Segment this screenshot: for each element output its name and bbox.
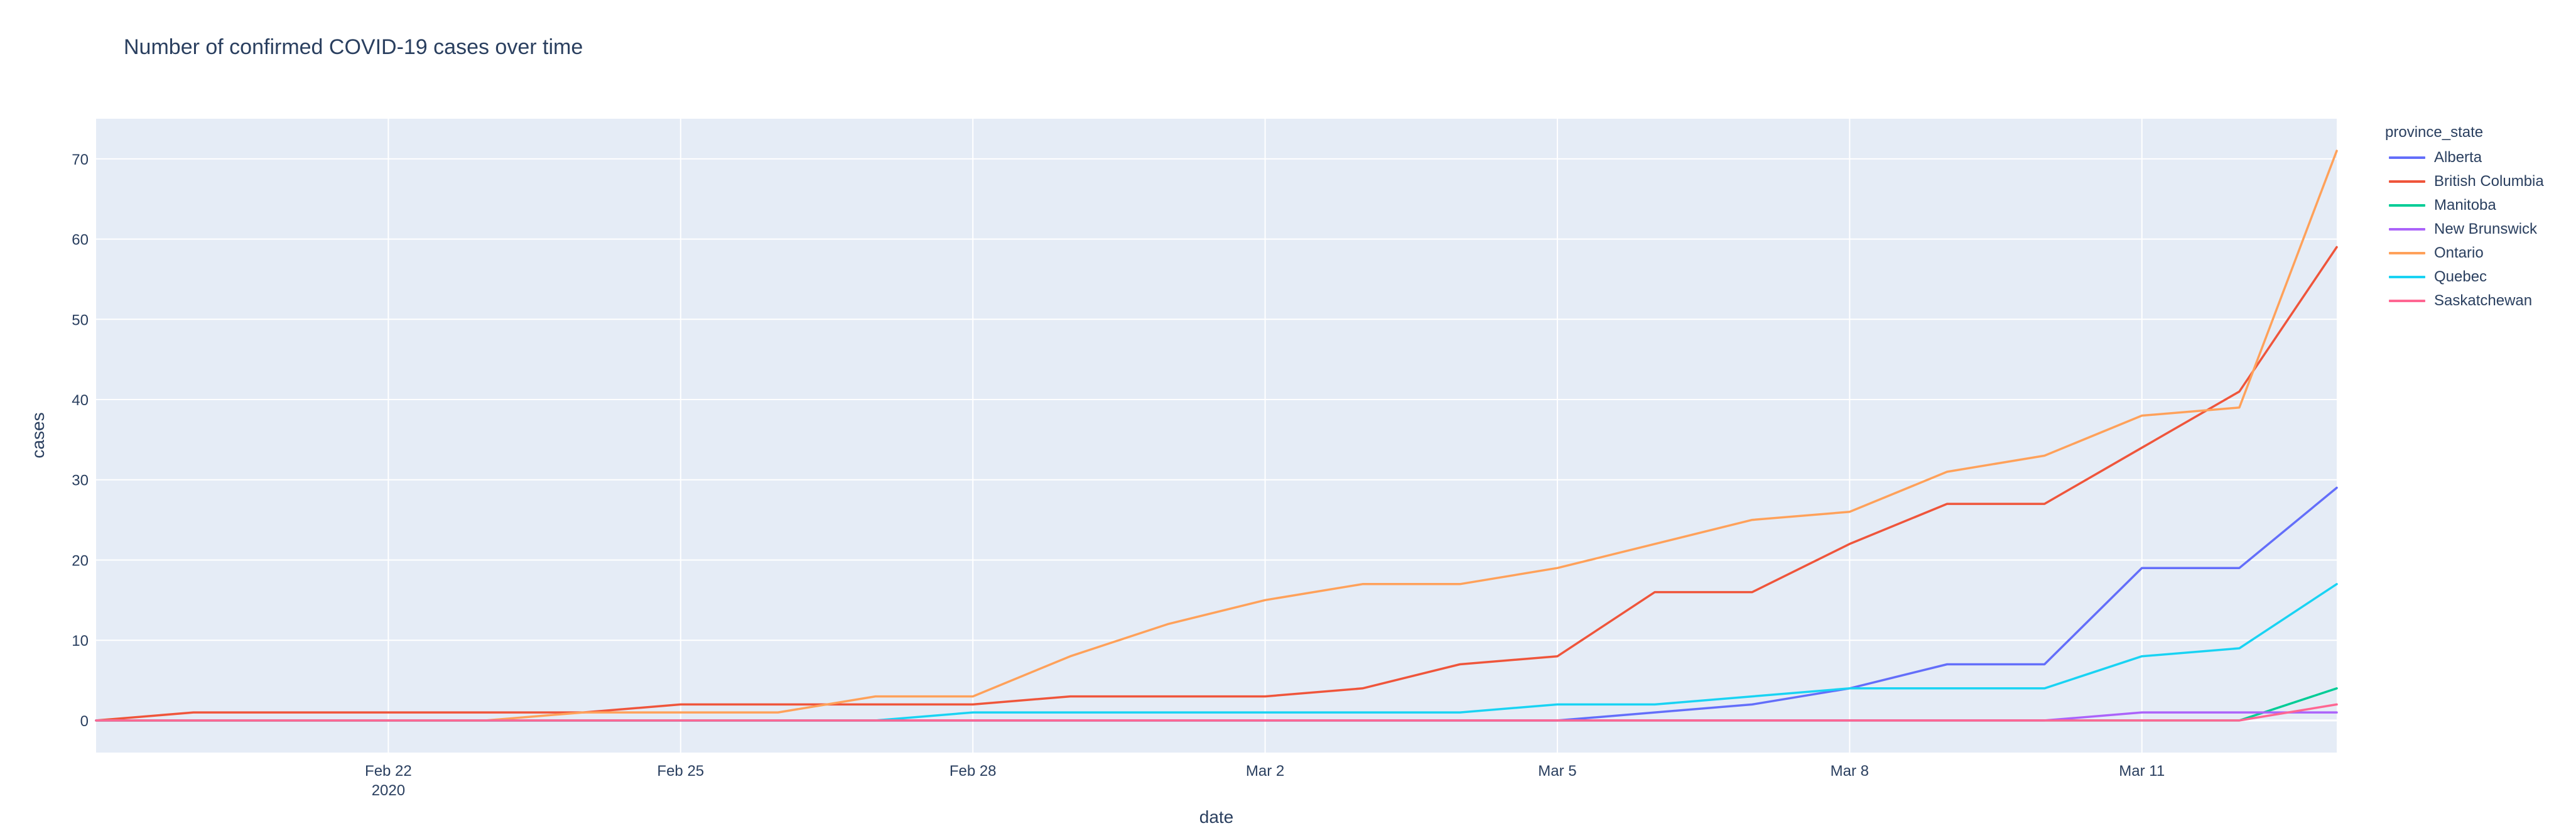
x-tick-label: Feb 22: [365, 763, 412, 780]
y-tick-label: 30: [72, 472, 89, 489]
x-axis-label: date: [1199, 807, 1234, 827]
legend-label: Saskatchewan: [2434, 292, 2533, 309]
legend-label: Quebec: [2434, 268, 2487, 285]
legend-swatch: [2389, 300, 2425, 302]
legend-item-ontario[interactable]: Ontario: [2385, 241, 2544, 265]
legend-swatch: [2389, 228, 2425, 231]
legend-label: British Columbia: [2434, 173, 2544, 190]
chart-title: Number of confirmed COVID-19 cases over …: [124, 35, 583, 59]
legend: province_state Alberta British Columbia Ma…: [2385, 123, 2544, 313]
y-axis-label: cases: [28, 412, 48, 458]
legend-swatch: [2389, 276, 2425, 278]
y-tick-label: 40: [72, 392, 89, 409]
x-tick-label: Mar 8: [1831, 763, 1869, 780]
legend-swatch: [2389, 156, 2425, 159]
series-line-british-columbia[interactable]: [95, 246, 2338, 722]
y-tick-label: 10: [72, 633, 89, 650]
legend-label: Manitoba: [2434, 197, 2496, 214]
legend-swatch: [2389, 180, 2425, 183]
gridlines: [96, 119, 2337, 753]
legend-label: Ontario: [2434, 244, 2484, 261]
x-tick-label: Mar 2: [1246, 763, 1284, 780]
legend-item-quebec[interactable]: Quebec: [2385, 265, 2544, 289]
legend-label: Alberta: [2434, 149, 2482, 166]
series-line-saskatchewan[interactable]: [95, 703, 2338, 722]
legend-item-saskatchewan[interactable]: Saskatchewan: [2385, 289, 2544, 313]
legend-label: New Brunswick: [2434, 220, 2538, 237]
x-tick-label: Mar 5: [1538, 763, 1576, 780]
legend-item-british-columbia[interactable]: British Columbia: [2385, 170, 2544, 193]
y-tick-label: 50: [72, 312, 89, 329]
y-tick-label: 60: [72, 232, 89, 249]
legend-items: Alberta British Columbia Manitoba New Bruns…: [2385, 146, 2544, 313]
x-tick-sublabel: 2020: [372, 782, 405, 799]
legend-item-alberta[interactable]: Alberta: [2385, 146, 2544, 170]
x-tick-label: Feb 25: [657, 763, 704, 780]
legend-swatch: [2389, 204, 2425, 207]
legend-swatch: [2389, 252, 2425, 254]
legend-item-new-brunswick[interactable]: New Brunswick: [2385, 217, 2544, 241]
legend-item-manitoba[interactable]: Manitoba: [2385, 193, 2544, 217]
y-tick-label: 70: [72, 151, 89, 168]
legend-title: province_state: [2385, 124, 2484, 141]
x-tick-label: Feb 28: [950, 763, 997, 780]
plot-background: [96, 119, 2337, 753]
y-axis-ticks: 0 10 20 30 40 50 60 70: [72, 151, 89, 730]
y-tick-label: 20: [72, 552, 89, 569]
series-lines: [95, 150, 2338, 722]
x-axis-ticks: Feb 22 2020 Feb 25 Feb 28 Mar 2 Mar 5 Mar 8 Mar…: [365, 763, 2165, 799]
x-tick-label: Mar 11: [2119, 763, 2165, 780]
y-tick-label: 0: [80, 713, 89, 730]
